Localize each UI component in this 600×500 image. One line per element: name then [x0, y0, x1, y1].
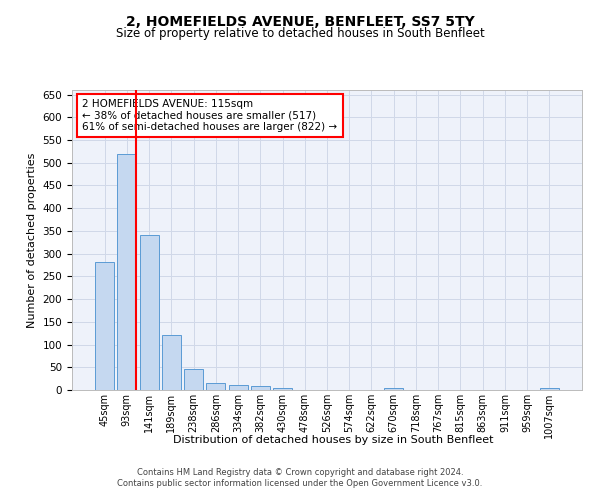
- Y-axis label: Number of detached properties: Number of detached properties: [27, 152, 37, 328]
- Bar: [118, 154, 136, 390]
- Bar: [251, 386, 270, 390]
- Text: 2, HOMEFIELDS AVENUE, BENFLEET, SS7 5TY: 2, HOMEFIELDS AVENUE, BENFLEET, SS7 5TY: [125, 15, 475, 29]
- Text: Size of property relative to detached houses in South Benfleet: Size of property relative to detached ho…: [116, 28, 484, 40]
- Bar: [229, 386, 248, 390]
- Bar: [184, 368, 203, 390]
- Bar: [540, 388, 559, 390]
- Bar: [140, 234, 158, 390]
- Text: 2 HOMEFIELDS AVENUE: 115sqm
← 38% of detached houses are smaller (517)
61% of se: 2 HOMEFIELDS AVENUE: 115sqm ← 38% of det…: [82, 99, 337, 132]
- Bar: [384, 388, 403, 390]
- Text: Distribution of detached houses by size in South Benfleet: Distribution of detached houses by size …: [173, 435, 493, 445]
- Bar: [273, 388, 292, 390]
- Text: Contains HM Land Registry data © Crown copyright and database right 2024.
Contai: Contains HM Land Registry data © Crown c…: [118, 468, 482, 487]
- Bar: [162, 336, 181, 390]
- Bar: [95, 262, 114, 390]
- Bar: [206, 383, 225, 390]
